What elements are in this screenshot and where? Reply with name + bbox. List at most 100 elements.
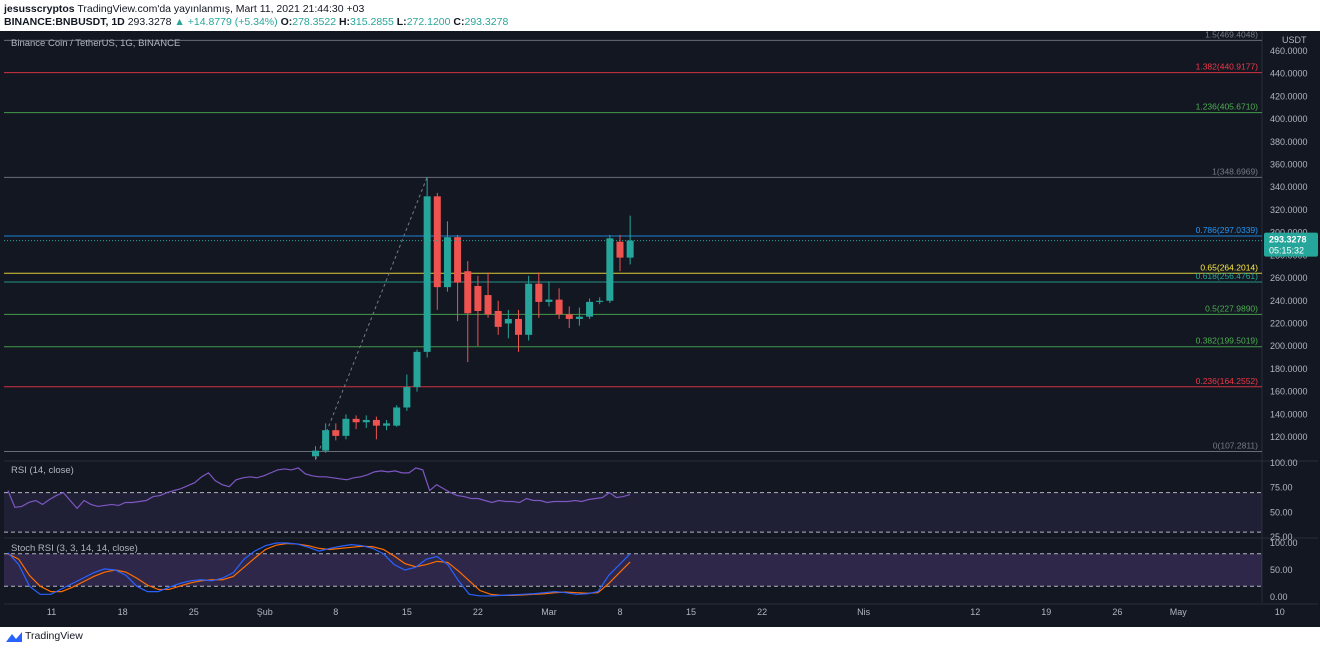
last-price: 293.3278	[127, 16, 172, 28]
tradingview-logo-icon[interactable]	[5, 630, 23, 644]
footer-bar: TradingView	[0, 627, 1320, 648]
high-value: 315.2855	[350, 16, 394, 28]
fib-level-label: 1(348.6969)	[1212, 166, 1258, 176]
candle-body	[342, 418, 350, 436]
fib-level-label: 0.65(264.2014)	[1200, 262, 1258, 272]
price-axis-label: 400.0000	[1270, 114, 1308, 124]
stoch-axis-label: 0.00	[1270, 592, 1288, 602]
candle-countdown: 05:15:32	[1269, 246, 1304, 256]
fib-level-label: 0.786(297.0339)	[1196, 225, 1259, 235]
candle-body	[423, 196, 431, 352]
price-axis-label: 200.0000	[1270, 341, 1308, 351]
time-axis-label: 12	[970, 607, 980, 617]
rsi-band	[4, 492, 1262, 533]
price-axis-label: 140.0000	[1270, 409, 1308, 419]
close-value: 293.3278	[464, 16, 509, 28]
fib-level-label: 0.618(256.4761)	[1196, 271, 1259, 281]
rsi-axis-label: 25.00	[1270, 532, 1293, 542]
candle-body	[443, 237, 451, 288]
price-axis-label: 440.0000	[1270, 69, 1308, 79]
time-axis-label: 15	[686, 607, 696, 617]
stoch-axis-label: 50.00	[1270, 565, 1293, 575]
candle-body	[464, 271, 472, 314]
candle-body	[575, 316, 583, 319]
price-axis-label: 120.0000	[1270, 432, 1308, 442]
stoch-k-line	[7, 542, 631, 597]
price-axis-label: 180.0000	[1270, 364, 1308, 374]
candle-body	[535, 283, 543, 302]
fib-level-label: 0.382(199.5019)	[1196, 336, 1259, 346]
candle-body	[362, 419, 370, 423]
candle-body	[372, 419, 380, 426]
time-axis-label: 26	[1112, 607, 1122, 617]
candle-body	[383, 423, 391, 426]
candle-body	[515, 318, 522, 335]
open-value: 278.3522	[292, 16, 337, 28]
price-axis-label: 320.0000	[1270, 205, 1308, 215]
low-label: L:	[396, 16, 407, 28]
price-axis-label: 160.0000	[1270, 387, 1308, 397]
time-axis-label: May	[1170, 607, 1188, 617]
candle-body	[555, 299, 563, 315]
candle-body	[606, 238, 614, 301]
time-axis-label: 15	[402, 607, 412, 617]
high-label: H:	[338, 16, 351, 28]
candle-body	[494, 310, 502, 327]
candle-body	[332, 430, 340, 436]
currency-label: USDT	[1282, 35, 1307, 45]
footer-brand[interactable]: TradingView	[25, 630, 83, 642]
fib-level-label: 1.236(405.6710)	[1196, 102, 1259, 112]
time-axis-label: 22	[473, 607, 483, 617]
fib-level-label: 0.5(227.9890)	[1205, 303, 1258, 313]
fib-anchor-dashed-line	[315, 176, 428, 460]
price-axis-label: 420.0000	[1270, 91, 1308, 101]
price-axis-label: 340.0000	[1270, 182, 1308, 192]
last-price-tag	[1264, 232, 1318, 257]
rsi-axis-label: 100.00	[1270, 458, 1298, 468]
time-axis-label: Mar	[541, 607, 557, 617]
up-arrow-icon: ▲	[174, 16, 185, 28]
close-label: C:	[453, 16, 465, 28]
candle-body	[565, 314, 573, 319]
open-label: O:	[280, 16, 293, 28]
time-axis-label: 11	[47, 607, 56, 617]
chart-header: jesusscryptos TradingView.com'da yayınla…	[0, 0, 1320, 31]
time-axis-label: 8	[333, 607, 338, 617]
fib-level-label: 0.236(164.2552)	[1196, 376, 1259, 386]
time-axis-label: 18	[118, 607, 128, 617]
stoch-band	[4, 553, 1262, 587]
price-axis-label: 240.0000	[1270, 296, 1308, 306]
rsi-axis-label: 75.00	[1270, 483, 1293, 493]
time-axis-label: 19	[1041, 607, 1051, 617]
fib-level-label: 1.382(440.9177)	[1196, 62, 1259, 72]
symbol-label: BINANCE:BNBUSDT, 1D	[4, 16, 125, 28]
price-axis-label: 380.0000	[1270, 137, 1308, 147]
candle-body	[504, 318, 512, 324]
candle-body	[626, 240, 634, 258]
candle-body	[474, 286, 482, 311]
candle-body	[545, 299, 553, 302]
time-axis-label: 25	[189, 607, 199, 617]
candle-body	[322, 430, 330, 451]
fib-level-label: 0(107.2811)	[1213, 440, 1258, 450]
candle-body	[484, 295, 492, 315]
price-axis-label: 220.0000	[1270, 318, 1308, 328]
main-pane-title: Binance Coin / TetherUS, 1G, BINANCE	[11, 38, 181, 49]
candle-body	[454, 237, 462, 283]
rsi-line	[7, 467, 631, 510]
chart-frame[interactable]	[4, 31, 1318, 627]
time-axis-label: 10	[1275, 607, 1285, 617]
candle-body	[433, 196, 441, 288]
last-price-tag-value: 293.3278	[1269, 235, 1307, 245]
candle-body	[413, 351, 421, 388]
candle-body	[596, 300, 604, 302]
candle-body	[586, 301, 594, 317]
price-axis-label: 360.0000	[1270, 160, 1308, 170]
time-axis-label: Şub	[257, 607, 273, 617]
stoch-pane-title: Stoch RSI (3, 3, 14, 14, close)	[11, 543, 138, 554]
header-line-1: jesusscryptos TradingView.com'da yayınla…	[4, 3, 364, 15]
header-line-2: BINANCE:BNBUSDT, 1D 293.3278 ▲ +14.8779 …	[4, 16, 508, 28]
author-name[interactable]: jesusscryptos	[4, 3, 75, 15]
candle-body	[393, 407, 401, 426]
